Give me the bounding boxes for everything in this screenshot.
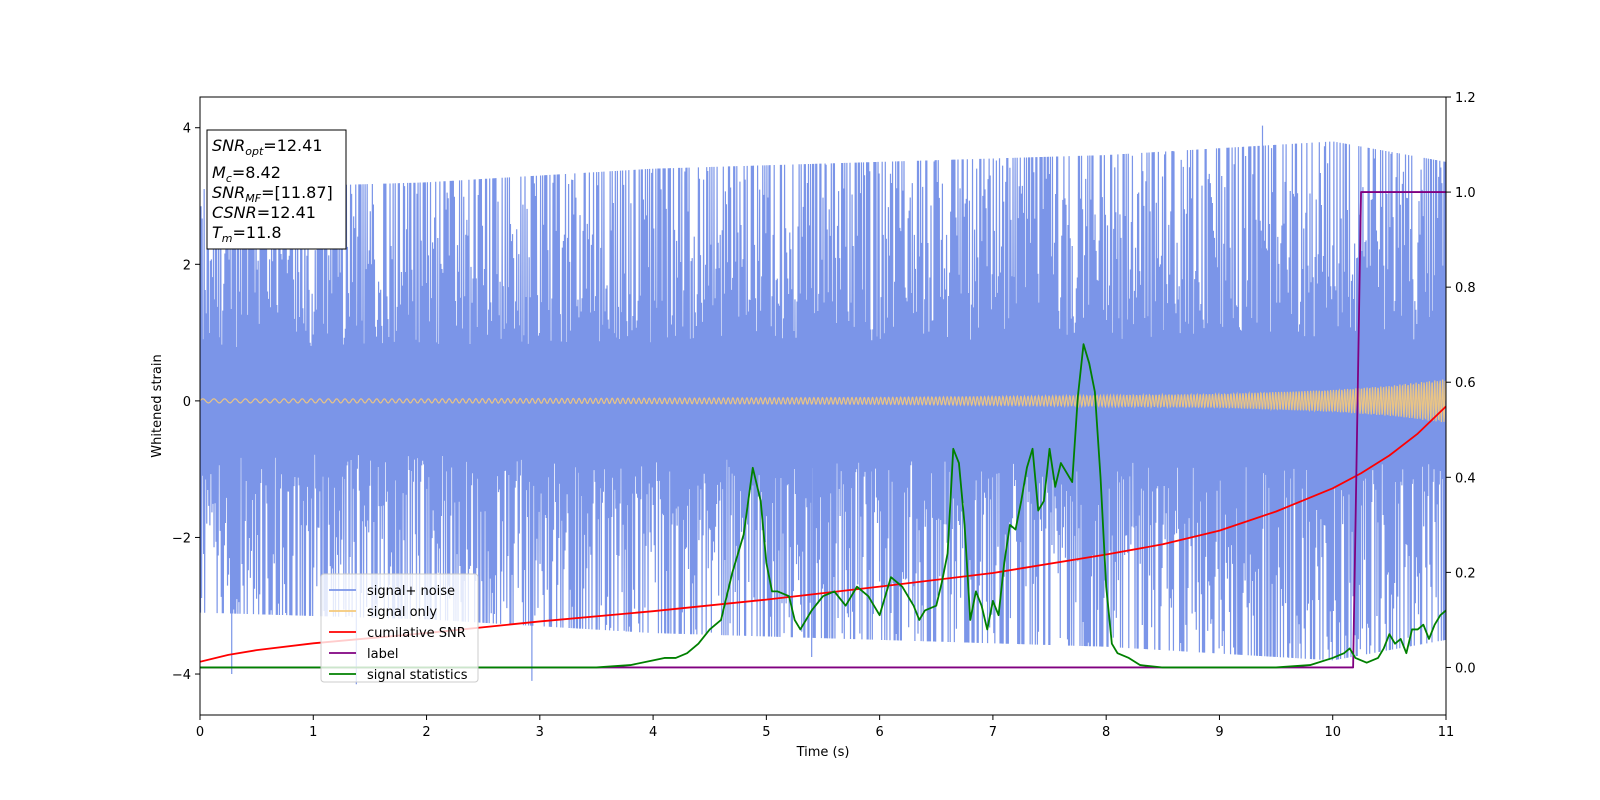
x-tick-label: 3: [536, 725, 544, 740]
x-tick-label: 1: [309, 725, 317, 740]
legend-label: signal+ noise: [367, 584, 455, 599]
x-tick-label: 6: [875, 725, 883, 740]
legend-label: cumilative SNR: [367, 626, 466, 641]
annotation-frame: [206, 129, 347, 250]
x-axis: 0 1 2 3 4 5 6 7 8 9 10 11: [196, 715, 1454, 740]
plot-area-frame: [199, 96, 1447, 716]
x-tick-label: 9: [1215, 725, 1223, 740]
annotation-snr-opt: SNRopt=12.41: [212, 136, 323, 158]
annotation-snr-mf: SNRMF=[11.87]: [212, 183, 333, 205]
series-cumilative-snr-line: [200, 405, 1446, 663]
signal-plus-noise-series: [200, 125, 1446, 685]
y2-tick-label: 0.0: [1455, 661, 1476, 676]
series-signal-statistics-line: [200, 343, 1446, 669]
x-tick-label: 4: [649, 725, 657, 740]
y2-tick-label: 0.2: [1455, 566, 1476, 581]
x-tick-label: 10: [1324, 725, 1341, 740]
y-tick-label: 0: [183, 395, 191, 410]
y2-tick-label: 1.2: [1455, 91, 1476, 106]
x-tick-label: 2: [422, 725, 430, 740]
x-tick-label: 8: [1102, 725, 1110, 740]
x-axis-label: Time (s): [796, 745, 850, 760]
x-tick-label: 5: [762, 725, 770, 740]
legend-label: signal statistics: [367, 668, 468, 683]
signal-only-series: [200, 379, 1446, 423]
x-tick-label: 7: [989, 725, 997, 740]
legend-frame: [320, 573, 479, 683]
x-tick-label: 11: [1438, 725, 1455, 740]
series-signal-only-line: [200, 379, 1446, 423]
y-tick-label: 2: [183, 258, 191, 273]
legend: signal+ noise signal only cumilative SNR la…: [320, 573, 479, 683]
y2-tick-label: 0.4: [1455, 471, 1476, 486]
y-axis-label: Whitened strain: [150, 354, 165, 457]
line-series-layer: [200, 191, 1446, 669]
y-axis-left: −4 −2 0 2 4: [172, 122, 200, 683]
series-label-line: [200, 191, 1446, 669]
annotation-csnr: CSNR=12.41: [212, 203, 316, 222]
y2-tick-label: 0.8: [1455, 281, 1476, 296]
y2-tick-label: 1.0: [1455, 186, 1476, 201]
y-axis-right: 0.0 0.2 0.4 0.6 0.8 1.0 1.2: [1446, 91, 1476, 676]
y2-tick-label: 0.6: [1455, 376, 1476, 391]
legend-label: label: [367, 647, 398, 662]
y-tick-label: −2: [172, 531, 191, 546]
y-tick-label: 4: [183, 122, 191, 137]
y-tick-label: −4: [172, 668, 191, 683]
annotation-mc: Mc=8.42: [212, 163, 281, 185]
legend-label: signal only: [367, 605, 437, 620]
series-signal-plus-noise-line: [200, 125, 1446, 685]
annotation-tm: Tm=11.8: [212, 223, 282, 245]
x-tick-label: 0: [196, 725, 204, 740]
annotation-box: SNRopt=12.41 Mc=8.42 SNRMF=[11.87] CSNR=…: [206, 129, 347, 250]
